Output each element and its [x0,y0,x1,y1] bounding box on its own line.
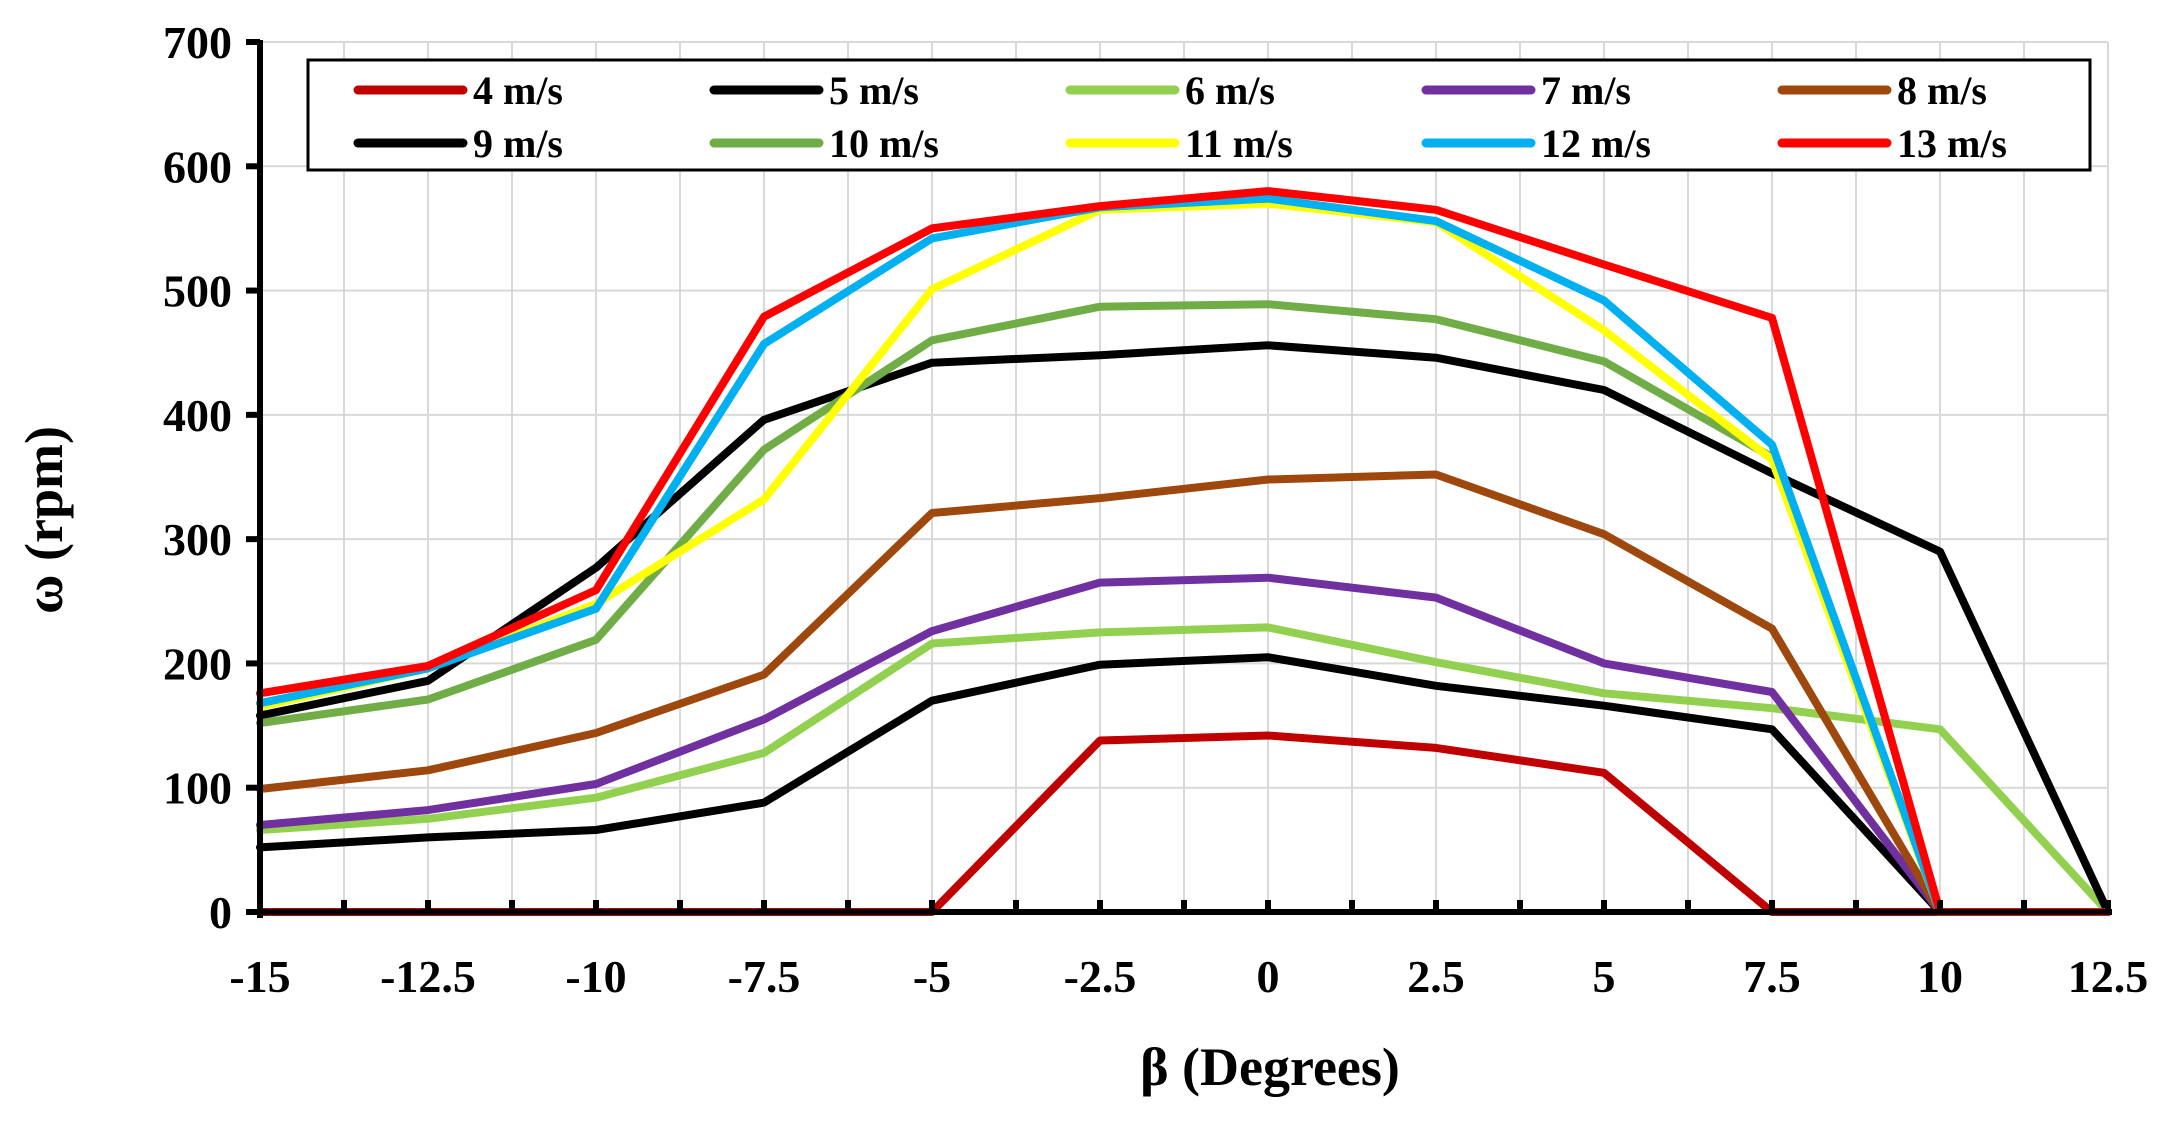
legend-label: 5 m/s [829,68,919,113]
legend-label: 8 m/s [1897,68,1987,113]
x-tick-label: -7.5 [728,951,801,1002]
legend-box [306,58,2092,172]
x-tick-label: 5 [1593,951,1616,1002]
grid-lines [259,41,2109,913]
x-tick-label: 12.5 [2068,951,2149,1002]
y-tick-label: 100 [163,763,232,814]
x-tick-label: 7.5 [1743,951,1801,1002]
x-axis-title: β (Degrees) [1140,1037,1400,1097]
y-tick-label: 0 [209,887,232,938]
series-line-6-m-s [256,623,2112,916]
series-line-8-m-s [256,470,2112,916]
y-tick-label: 300 [163,514,232,565]
y-tick-label: 500 [163,266,232,317]
series-line-9-m-s [256,341,2112,916]
y-tick-label: 400 [163,390,232,441]
series-line-7-m-s [256,573,2112,916]
legend-label: 12 m/s [1541,121,1651,166]
y-tick-label: 600 [163,141,232,192]
legend-label: 7 m/s [1541,68,1631,113]
legend-label: 9 m/s [473,121,563,166]
x-tick-label: -15 [229,951,290,1002]
legend-label: 6 m/s [1185,68,1275,113]
x-tick-label: 2.5 [1407,951,1465,1002]
legend-label: 13 m/s [1897,121,2007,166]
series-line-13-m-s [256,187,2112,916]
legend-label: 11 m/s [1185,121,1293,166]
series-line-5-m-s [256,653,2112,916]
y-axis-title: ω (rpm) [14,426,74,614]
legend-label: 4 m/s [473,68,563,113]
x-tick-label: -2.5 [1064,951,1137,1002]
x-tick-label: 10 [1917,951,1963,1002]
x-tick-label: -10 [565,951,626,1002]
x-tick-label: -5 [913,951,951,1002]
series-line-12-m-s [256,194,2112,916]
series-lines [256,187,2112,916]
y-tick-label: 700 [163,17,232,68]
x-tick-label: -12.5 [380,951,476,1002]
x-tick-label: 0 [1257,951,1280,1002]
axes [246,39,2112,918]
y-tick-label: 200 [163,638,232,689]
legend: 4 m/s 5 m/s 6 m/s 7 m/s 8 m/s 9 m/s 10 m/s 11 m… [306,58,2092,172]
legend-label: 10 m/s [829,121,939,166]
